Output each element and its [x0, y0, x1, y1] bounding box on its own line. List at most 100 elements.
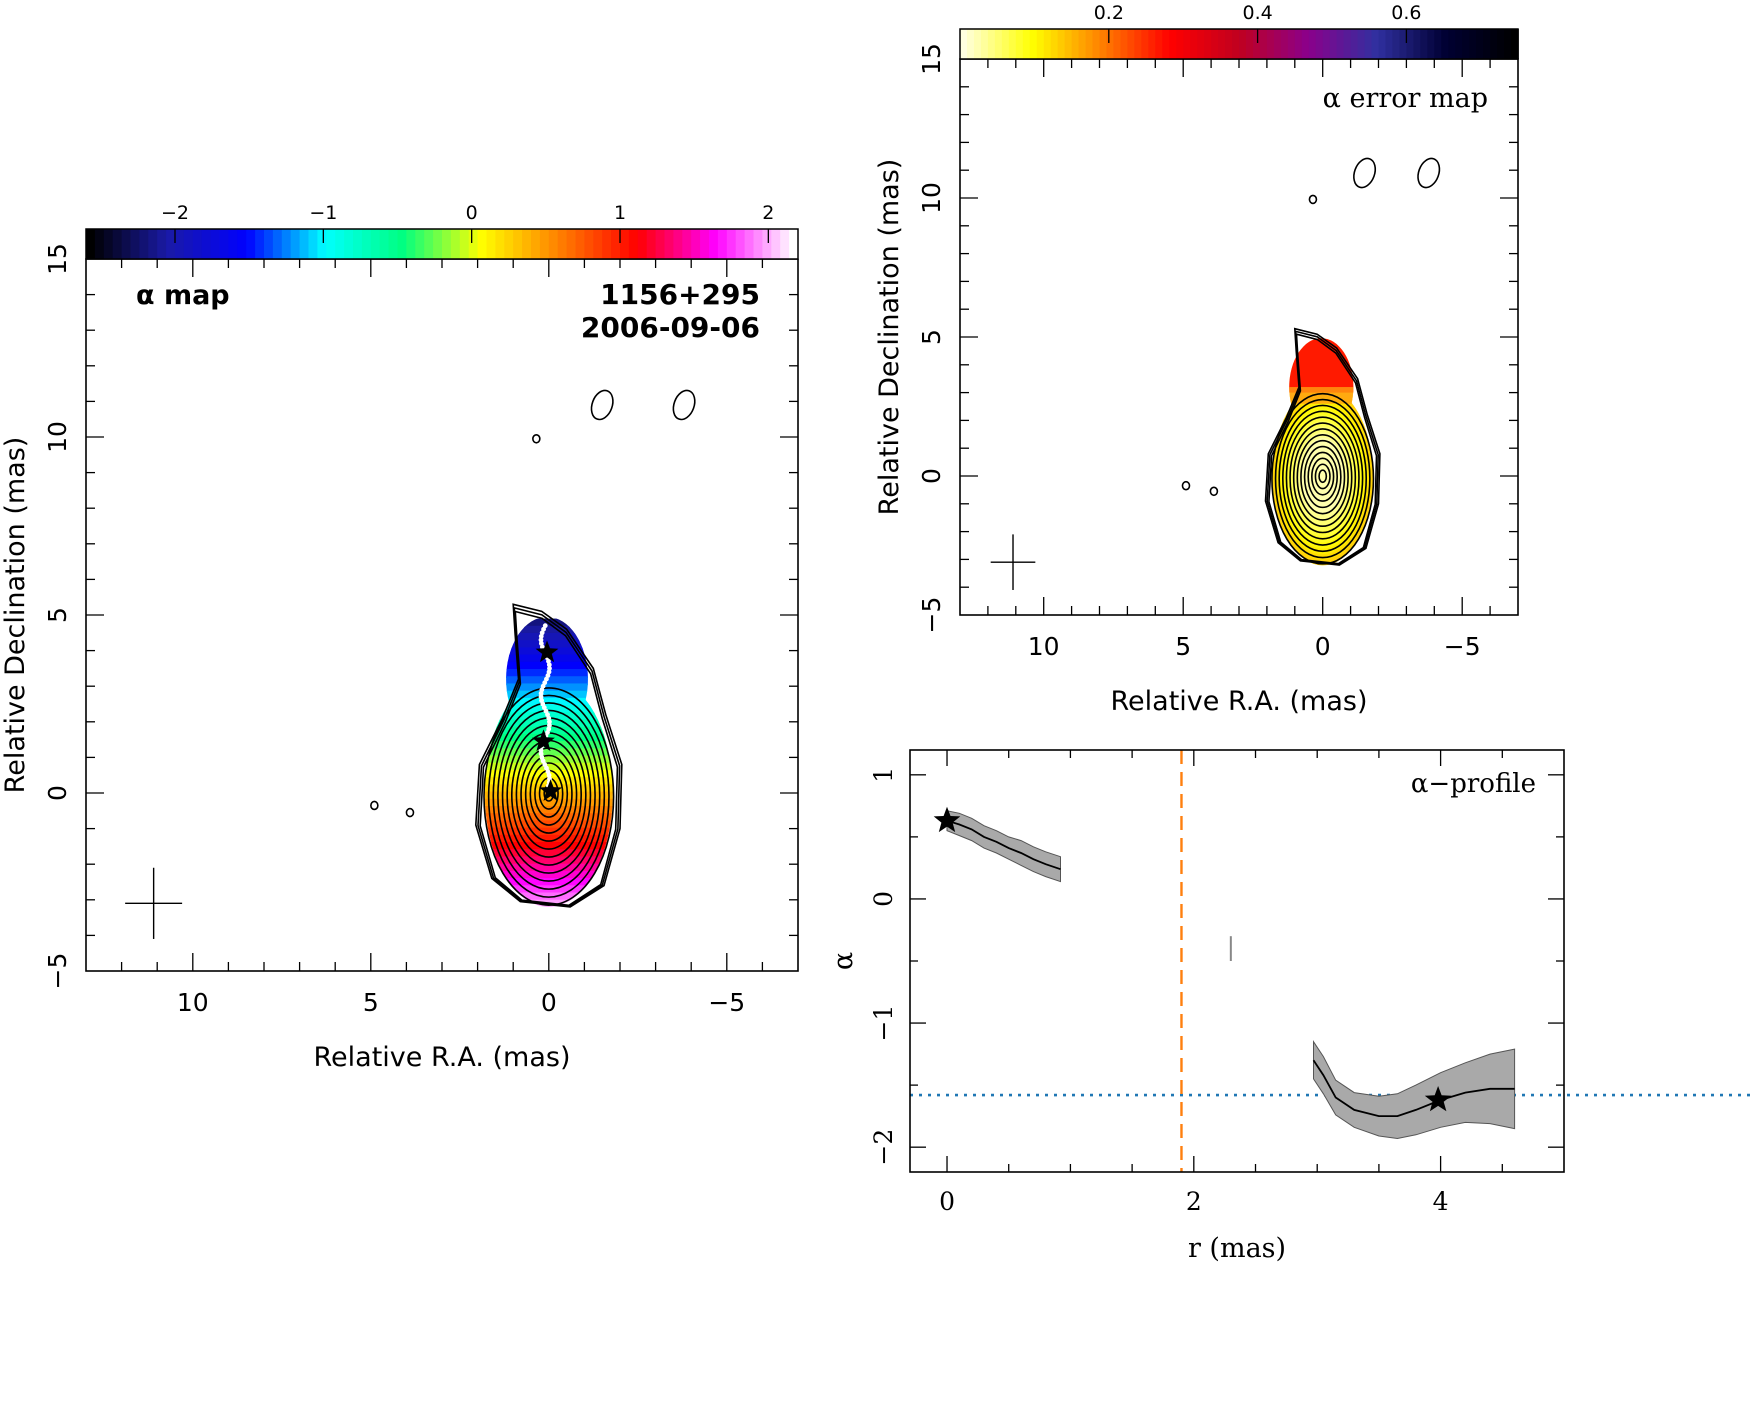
colorbar-cell [237, 229, 247, 259]
colorbar-cell [1022, 29, 1031, 59]
colorbar-cell [1378, 29, 1387, 59]
contour-outer [1264, 327, 1381, 566]
colorbar-cell [1218, 29, 1226, 59]
colorbar-cell [637, 229, 648, 259]
colorbar-cell [966, 29, 975, 59]
contour-level [529, 762, 569, 826]
ridge-point [546, 772, 552, 778]
colorbar-cell [1134, 29, 1143, 59]
alpha-band [484, 755, 613, 765]
colorbar-cell [753, 229, 764, 259]
colorbar-cell [1197, 29, 1205, 59]
colorbar-cell [388, 229, 399, 259]
colorbar-cell [1071, 29, 1080, 59]
x-tick-label: 0 [939, 1187, 955, 1216]
ridge-star [535, 640, 559, 663]
x-axis-label: Relative R.A. (mas) [1111, 686, 1368, 717]
y-axis-label: Relative Declination (mas) [874, 159, 905, 516]
colorbar-cell [335, 229, 345, 259]
colorbar-cell [1357, 29, 1366, 59]
colorbar-cell [1113, 29, 1122, 59]
profile-star [1424, 1086, 1452, 1112]
contour-isolated [1417, 157, 1441, 189]
colorbar-cell [1420, 29, 1429, 59]
colorbar-cell [130, 229, 141, 259]
x-tick-label: −5 [708, 988, 745, 1017]
colorbar-cell [1385, 29, 1394, 59]
ridge-point [538, 690, 544, 696]
colorbar-cell [960, 29, 968, 59]
alpha-band [484, 632, 613, 642]
colorbar-cell [1141, 29, 1150, 59]
colorbar-cell [424, 229, 434, 259]
colorbar-cell [709, 229, 719, 259]
colorbar-cell [1169, 29, 1178, 59]
alpha-band [484, 661, 613, 671]
alpha-band [484, 741, 613, 751]
plot-frame [85, 258, 799, 972]
contour-isolated [1209, 486, 1219, 497]
contour-level [1271, 392, 1375, 565]
error-high [1272, 338, 1373, 393]
x-tick-label: 2 [1186, 1187, 1202, 1216]
contour-outer [477, 606, 621, 907]
contour-level [483, 687, 615, 906]
colorbar-frame [959, 28, 1519, 60]
colorbar-cell [1050, 29, 1059, 59]
colorbar-cell [1413, 29, 1422, 59]
colorbar-cell [264, 229, 274, 259]
colorbar-cell [353, 229, 363, 259]
colorbar-cell [973, 29, 982, 59]
contour-isolated [1308, 194, 1318, 205]
colour-map [484, 618, 613, 907]
contour-isolated [672, 389, 696, 421]
colorbar-cell [1455, 29, 1463, 59]
alpha-band [484, 842, 613, 851]
colorbar-cell [397, 229, 408, 259]
panel-alpha-profile: 0 2 4 −2 −1 0 1 r (mas) α α−profile [828, 749, 1750, 1264]
colorbar-tick-label: 0.6 [1391, 2, 1421, 24]
alpha-band [484, 618, 613, 628]
contours [370, 389, 696, 908]
colorbar-cell [1308, 29, 1317, 59]
y-tick-label: −2 [869, 1129, 898, 1166]
colorbar-cell [1190, 29, 1198, 59]
colorbar-tick-label: −2 [161, 202, 189, 224]
colorbar-cell [219, 229, 230, 259]
colorbar-cell [1448, 29, 1457, 59]
y-tick-label: −5 [43, 953, 72, 990]
y-axis-label: Relative Declination (mas) [0, 437, 31, 794]
y-tick-label: 5 [43, 607, 72, 623]
colorbar-cell [1434, 29, 1443, 59]
colorbar-tick-label: −1 [309, 202, 337, 224]
colorbar-cell [157, 229, 167, 259]
colorbar-cell [522, 229, 532, 259]
colorbar-cell [1490, 29, 1498, 59]
contour-isolated [532, 433, 541, 444]
contour-isolated [1353, 157, 1377, 189]
colorbar-cell [575, 229, 586, 259]
colorbar-tick-label: 1 [614, 202, 626, 224]
plot-area [990, 157, 1441, 590]
colorbar-cell [744, 229, 755, 259]
colorbar-cell [1315, 29, 1324, 59]
contour-level [1292, 428, 1353, 528]
colorbar-cell [994, 29, 1003, 59]
colorbar-tick-label: 0.2 [1094, 2, 1124, 24]
colorbar-cell [548, 229, 559, 259]
alpha-band [484, 856, 613, 866]
colorbar-cell [1350, 29, 1359, 59]
colorbar-cell [317, 229, 328, 259]
colorbar-cell [1176, 29, 1184, 59]
colorbar-cell [1008, 29, 1017, 59]
colorbar-cell [1329, 29, 1338, 59]
colorbar-cell [1043, 29, 1052, 59]
colorbar-cell [682, 229, 692, 259]
ridge-point [542, 762, 548, 767]
x-tick-label: −5 [1444, 632, 1481, 661]
contour-level [1282, 410, 1364, 546]
alpha-band [484, 683, 613, 693]
error-band [1300, 438, 1345, 514]
alpha-band [484, 712, 613, 722]
